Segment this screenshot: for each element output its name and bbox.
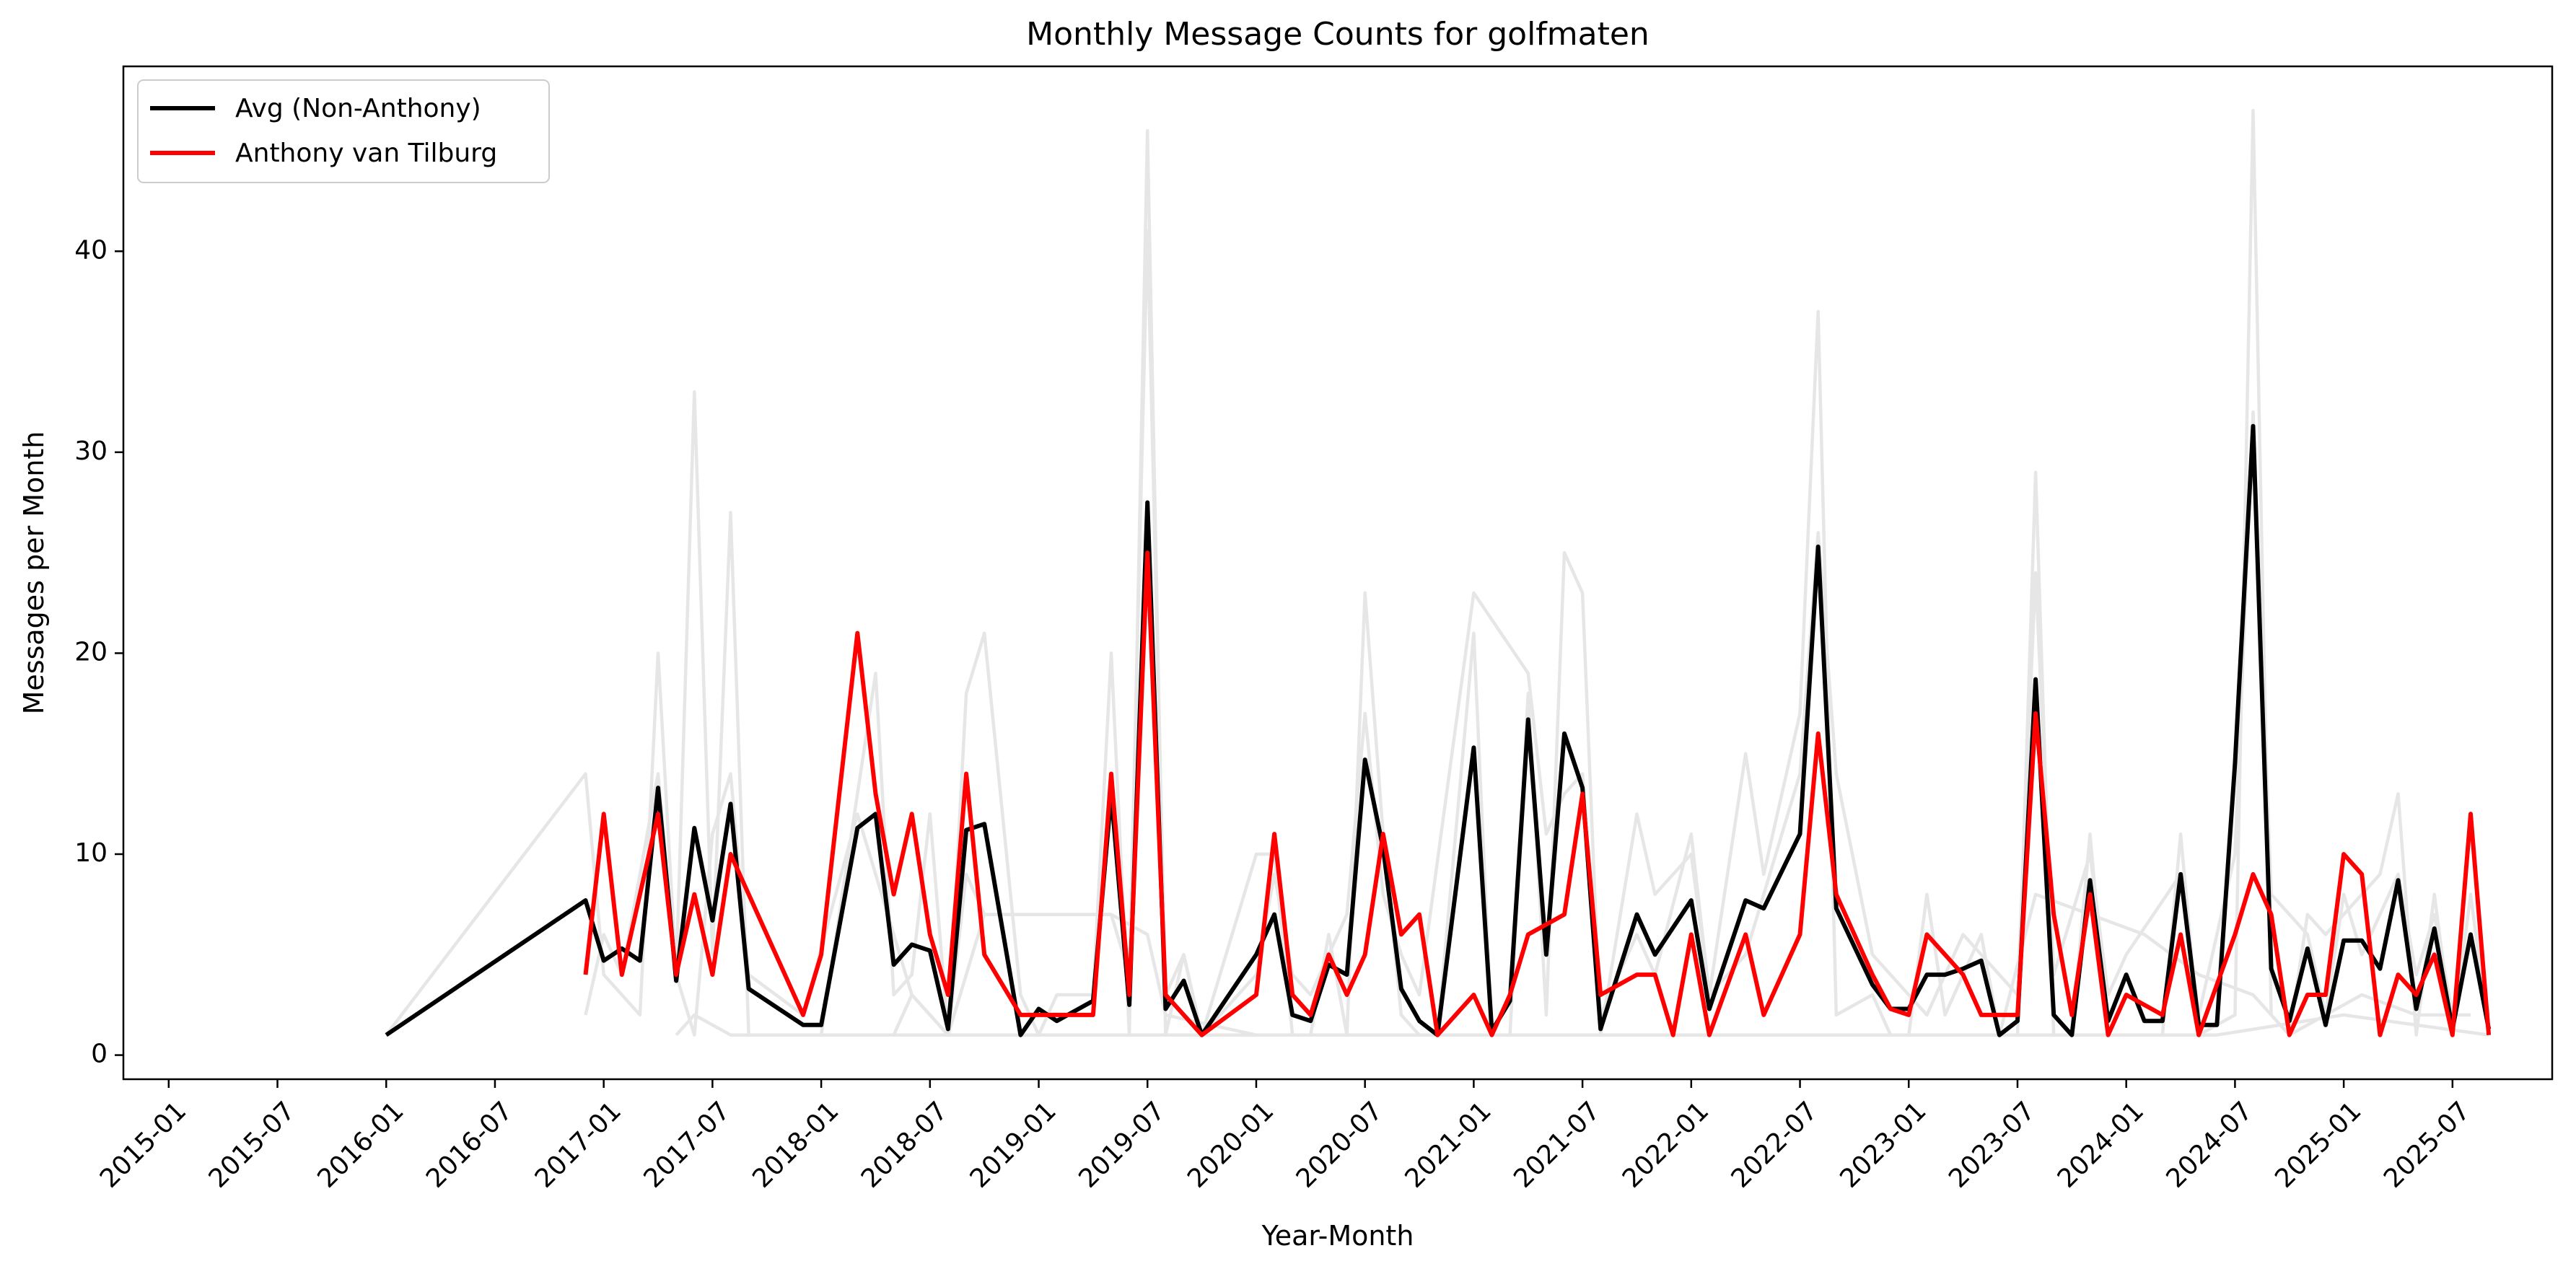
y-axis-ticks: 0 10 20 30 40: [74, 235, 123, 1069]
legend-label-avg: Avg (Non-Anthony): [235, 94, 481, 123]
main-series-group: [385, 423, 2492, 1037]
y-tick-label: 20: [74, 637, 108, 667]
plot-frame: [122, 65, 2554, 1081]
background-member-line-1: [385, 109, 2491, 1037]
y-tick-label: 10: [74, 838, 108, 868]
y-tick-label: 40: [74, 235, 108, 265]
x-axis-label: Year-Month: [1261, 1220, 1414, 1252]
y-tick-label: 30: [74, 436, 108, 466]
chart-title: Monthly Message Counts for golfmaten: [1026, 16, 1650, 53]
avg-non-anthony-line: [385, 423, 2492, 1037]
legend-box: [137, 79, 550, 183]
legend: Avg (Non-Anthony) Anthony van Tilburg: [137, 79, 550, 183]
y-tick-label: 0: [91, 1040, 108, 1069]
anthony-van-tilburg-line: [583, 550, 2492, 1037]
legend-label-anthony: Anthony van Tilburg: [235, 139, 497, 168]
y-axis-label: Messages per Month: [18, 431, 50, 715]
